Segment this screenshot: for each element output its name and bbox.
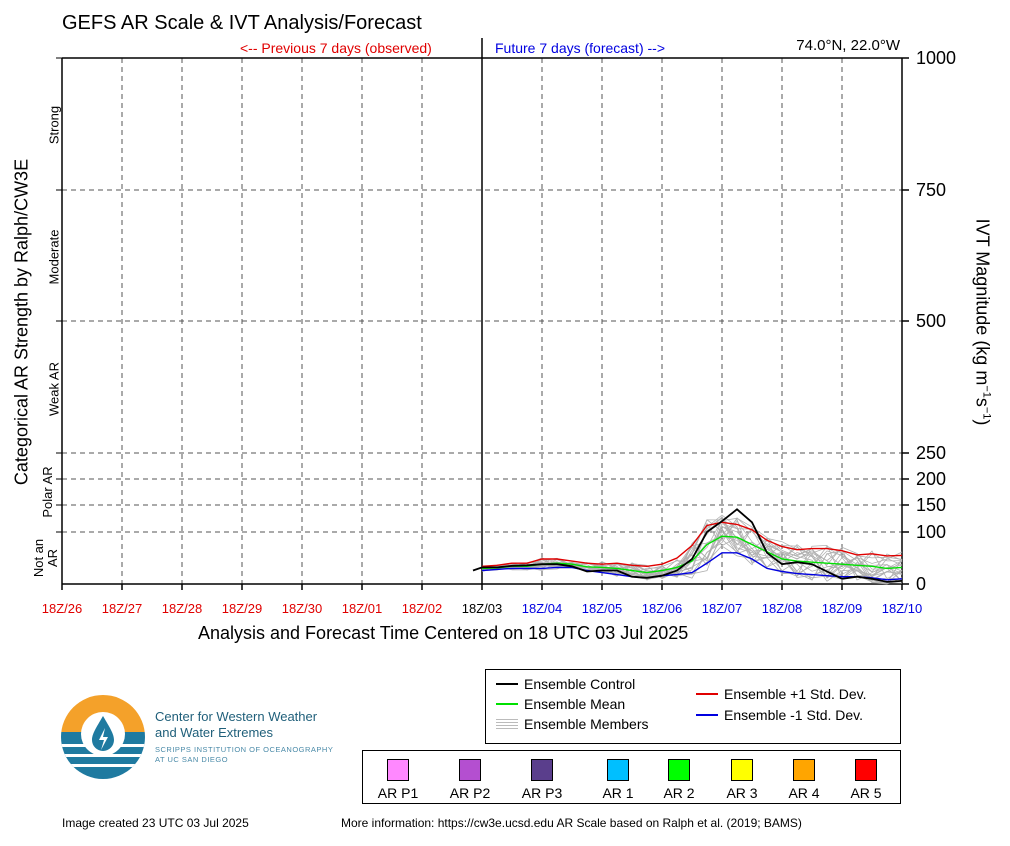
category-strong: Strong	[46, 105, 62, 145]
ensemble-member-line	[481, 523, 903, 580]
y-tick-label: 1000	[916, 48, 956, 68]
legend-control: Ensemble Control	[496, 676, 635, 692]
ar-category-swatch	[387, 759, 409, 781]
chart-title: GEFS AR Scale & IVT Analysis/Forecast	[62, 12, 422, 34]
ar-category-swatch	[459, 759, 481, 781]
future-days-label: Future 7 days (forecast) -->	[495, 40, 666, 56]
series-legend: Ensemble Control Ensemble Mean Ensemble …	[485, 669, 901, 744]
x-tick-label: 18Z/29	[222, 601, 262, 616]
ar-category-ar-p3: AR P3	[507, 759, 577, 801]
cw3e-logo-icon	[61, 695, 145, 779]
ensemble-control-line	[472, 508, 903, 583]
x-tick-label: 18Z/01	[342, 601, 382, 616]
x-tick-label: 18Z/10	[882, 601, 922, 616]
ensemble-member-line	[481, 519, 903, 582]
ar-category-ar-3: AR 3	[707, 759, 777, 801]
right-axis-label: IVT Magnitude (kg m−1s−1)	[972, 218, 993, 426]
ar-category-label: AR 5	[850, 785, 882, 801]
org-sub-line2: AT UC SAN DIEGO	[155, 755, 229, 764]
ar-category-label: AR 3	[726, 785, 758, 801]
ensemble-minus-std-line	[481, 552, 903, 581]
category-not-ar: Not an AR	[31, 538, 60, 578]
y-tick-label: 250	[916, 443, 946, 463]
ar-category-label: AR 4	[788, 785, 820, 801]
created-label: Image created 23 UTC 03 Jul 2025	[62, 816, 249, 830]
ar-category-ar-p2: AR P2	[435, 759, 505, 801]
ar-category-label: AR P3	[521, 785, 563, 801]
legend-members: Ensemble Members	[496, 716, 649, 732]
ensemble-member-line	[481, 516, 903, 579]
ar-category-ar-2: AR 2	[644, 759, 714, 801]
ar-category-swatch	[531, 759, 553, 781]
location-label: 74.0°N, 22.0°W	[796, 37, 900, 54]
y-tick-label: 0	[916, 574, 926, 594]
x-tick-label: 18Z/03	[462, 601, 502, 616]
ar-category-ar-4: AR 4	[769, 759, 839, 801]
y-tick-label: 200	[916, 469, 946, 489]
legend-minus: Ensemble -1 Std. Dev.	[696, 707, 863, 723]
org-name-line2: and Water Extremes	[155, 725, 274, 740]
ar-category-label: AR P2	[449, 785, 491, 801]
ensemble-member-line	[481, 514, 903, 579]
y-tick-label: 100	[916, 522, 946, 542]
ar-category-ar-p1: AR P1	[363, 759, 433, 801]
legend-plus: Ensemble +1 Std. Dev.	[696, 686, 867, 702]
ar-category-ar-5: AR 5	[831, 759, 901, 801]
legend-mean: Ensemble Mean	[496, 696, 625, 712]
ar-category-ar-1: AR 1	[583, 759, 653, 801]
x-axis-label: Analysis and Forecast Time Centered on 1…	[198, 623, 689, 643]
ar-category-swatch	[793, 759, 815, 781]
ar-category-swatch	[668, 759, 690, 781]
category-moderate: Moderate	[46, 229, 62, 285]
x-tick-label: 18Z/04	[522, 601, 562, 616]
ensemble-plus-std-line	[481, 521, 903, 568]
x-tick-label: 18Z/02	[402, 601, 442, 616]
category-polar: Polar AR	[40, 466, 55, 518]
ar-category-swatch	[855, 759, 877, 781]
x-tick-label: 18Z/09	[822, 601, 862, 616]
y-tick-label: 150	[916, 495, 946, 515]
x-tick-label: 18Z/07	[702, 601, 742, 616]
org-name-line1: Center for Western Weather	[155, 709, 318, 724]
ar-category-label: AR 2	[663, 785, 695, 801]
previous-days-label: <-- Previous 7 days (observed)	[240, 40, 432, 56]
left-axis-label: Categorical AR Strength by Ralph/CW3E	[11, 158, 32, 486]
x-tick-label: 18Z/30	[282, 601, 322, 616]
x-tick-label: 18Z/27	[102, 601, 142, 616]
ar-category-legend: AR P1 AR P2 AR P3 AR 1 AR 2 AR 3 AR 4 AR 5	[362, 750, 901, 804]
category-weak: Weak AR	[46, 362, 62, 416]
x-tick-label: 18Z/28	[162, 601, 202, 616]
x-tick-label: 18Z/26	[42, 601, 82, 616]
x-tick-label: 18Z/05	[582, 601, 622, 616]
ar-category-swatch	[607, 759, 629, 781]
ar-category-swatch	[731, 759, 753, 781]
more-info-label: More information: https://cw3e.ucsd.edu …	[341, 816, 802, 830]
x-tick-label: 18Z/06	[642, 601, 682, 616]
ar-category-label: AR P1	[377, 785, 419, 801]
x-tick-label: 18Z/08	[762, 601, 802, 616]
ar-category-label: AR 1	[602, 785, 634, 801]
y-tick-label: 500	[916, 311, 946, 331]
y-tick-label: 750	[916, 180, 946, 200]
org-sub-line1: SCRIPPS INSTITUTION OF OCEANOGRAPHY	[155, 745, 334, 754]
